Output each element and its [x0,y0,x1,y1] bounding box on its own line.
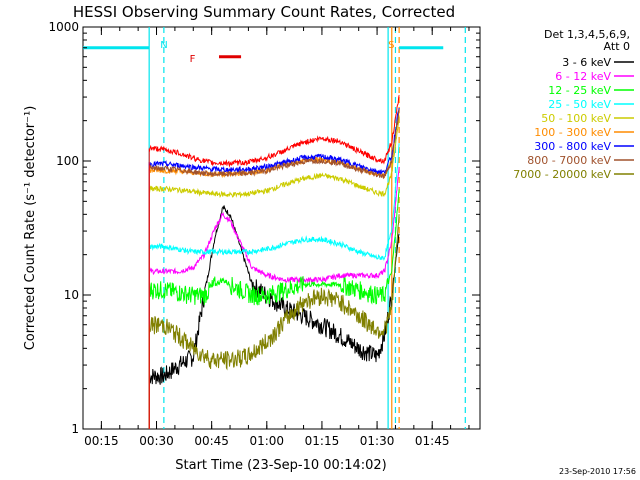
series-line-3 [148,143,400,429]
plot-area: N S F [83,27,466,429]
series-line-7 [148,109,400,429]
annotation-n: N [160,40,167,51]
legend-label: 800 - 7000 keV [527,154,611,167]
y-tick-label: 1000 [48,20,79,34]
series-line-6 [148,107,400,429]
legend-title-line: Att 0 [604,40,630,53]
chart-title: HESSI Observing Summary Count Rates, Cor… [73,3,455,21]
x-tick-label: 01:45 [415,434,450,448]
annotation-f: F [190,54,196,65]
legend-label: 6 - 12 keV [555,70,611,83]
legend-label: 25 - 50 keV [548,98,611,111]
series-line-2 [148,189,400,429]
annotation-s: S [388,40,394,51]
series-line-1 [148,166,400,429]
x-tick-label: 01:00 [249,434,284,448]
legend-label: 12 - 25 keV [548,84,611,97]
x-axis-label: Start Time (23-Sep-10 00:14:02) [175,458,386,473]
series-line-8 [148,214,400,429]
x-tick-label: 00:45 [194,434,229,448]
timestamp: 23-Sep-2010 17:56 [559,467,636,476]
legend-label: 50 - 100 keV [541,112,611,125]
x-tick-label: 01:15 [305,434,340,448]
series-line-0 [148,204,400,429]
y-tick-label: 10 [64,288,79,302]
legend-label: 300 - 800 keV [534,140,611,153]
plot-frame [82,26,481,430]
series-line-9 [148,95,400,429]
legend-title: Det 1,3,4,5,6,9,Att 0 [544,28,630,53]
series-line-4 [148,115,400,429]
legend-label: 7000 - 20000 keV [513,168,611,181]
x-tick-label: 00:15 [84,434,119,448]
axes: 00:15 00:30 00:45 01:00 01:15 01:30 01:45 1 10 10… [48,20,480,448]
legend-label: 3 - 6 keV [562,56,611,69]
x-tick-label: 00:30 [139,434,174,448]
legend-title-line: Det 1,3,4,5,6,9, [544,28,630,41]
y-tick-label: 100 [56,154,79,168]
y-tick-label: 1 [71,422,79,436]
legend-label: 100 - 300 keV [534,126,611,139]
x-tick-label: 01:30 [360,434,395,448]
y-axis-label: Corrected Count Rate (s⁻¹ detector⁻¹) [23,106,38,351]
